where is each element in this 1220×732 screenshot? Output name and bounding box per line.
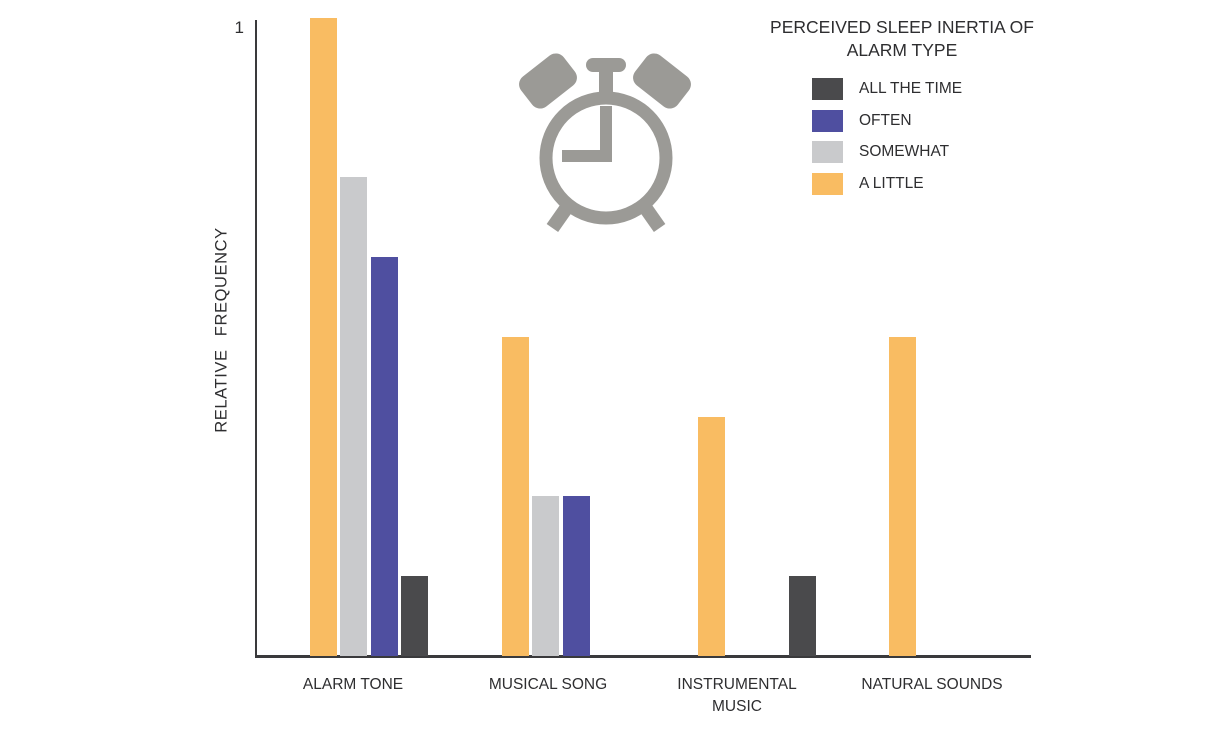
legend-swatch-often <box>812 110 843 132</box>
category-label-instrumental-music: INSTRUMENTAL MUSIC <box>677 676 797 716</box>
category-label-natural-sounds: NATURAL SOUNDS <box>861 676 1003 693</box>
clock-button-icon <box>586 58 626 72</box>
clock-bell-left-icon <box>519 53 577 109</box>
alarm-clock-icon <box>519 53 691 233</box>
clock-stem-icon <box>599 66 613 100</box>
bar-a-little-alarm-tone <box>310 18 337 656</box>
bar-all-the-time-alarm-tone <box>401 576 428 656</box>
category-label-musical-song: MUSICAL SONG <box>488 676 608 693</box>
category-label-alarm-tone: ALARM TONE <box>302 676 404 693</box>
bar-often-musical-song <box>563 496 590 656</box>
legend-title: PERCEIVED SLEEP INERTIA OF ALARM TYPE <box>770 17 1034 61</box>
y-tick-label-1: 1 <box>234 18 244 37</box>
bar-a-little-musical-song <box>502 337 529 656</box>
x-axis-line <box>255 655 1031 658</box>
y-axis-line <box>255 20 257 657</box>
y-axis-title: RELATIVE FREQUENCY <box>212 227 231 433</box>
clock-minute-hand-icon <box>600 106 612 162</box>
clock-bell-right-icon <box>633 53 691 109</box>
bar-a-little-natural-sounds <box>889 337 916 656</box>
legend-label-all-the-time: ALL THE TIME <box>859 80 963 97</box>
legend-label-a-little: A LITTLE <box>859 175 924 192</box>
bar-somewhat-musical-song <box>532 496 559 656</box>
legend-swatch-a-little <box>812 173 843 195</box>
legend-swatch-all-the-time <box>812 78 843 100</box>
clock-hour-hand-icon <box>562 150 612 162</box>
bar-all-the-time-instrumental-music <box>789 576 816 656</box>
bar-somewhat-alarm-tone <box>340 177 367 656</box>
legend-label-somewhat: SOMEWHAT <box>859 143 950 160</box>
bar-often-alarm-tone <box>371 257 398 656</box>
bar-a-little-instrumental-music <box>698 417 725 656</box>
legend-label-often: OFTEN <box>859 112 912 129</box>
legend-swatch-somewhat <box>812 141 843 163</box>
